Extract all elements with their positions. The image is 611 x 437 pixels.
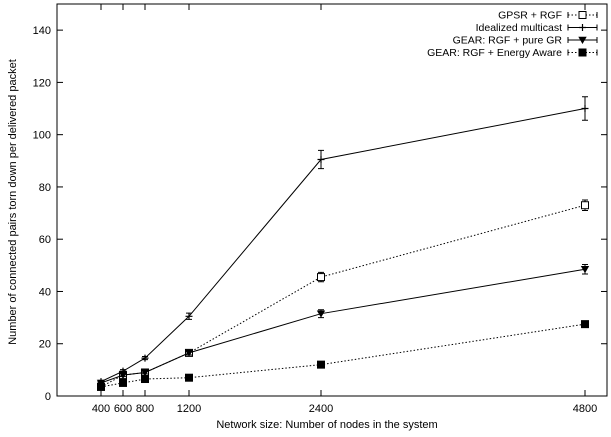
y-tick-label: 20 xyxy=(39,339,51,351)
data-point xyxy=(317,155,325,163)
y-tick-label: 80 xyxy=(39,182,51,194)
legend-errorbar-caps xyxy=(567,24,598,31)
data-point xyxy=(581,201,589,210)
y-tick-label: 60 xyxy=(39,234,51,246)
legend-errorbar-caps xyxy=(567,12,598,18)
data-point xyxy=(317,360,325,369)
series-line xyxy=(100,323,586,388)
data-point xyxy=(316,310,326,318)
y-tick-label: 120 xyxy=(33,77,51,89)
legend-marker xyxy=(578,36,587,44)
data-point xyxy=(185,312,193,320)
x-axis: 400 600 800 1200 2400 4800 xyxy=(92,4,597,415)
legend-errorbar-caps xyxy=(567,49,598,56)
x-tick-label: 600 xyxy=(114,403,132,415)
series-3 xyxy=(97,320,589,391)
x-tick-label: 800 xyxy=(136,403,154,415)
series-2 xyxy=(96,264,590,387)
legend-label: GEAR: RGF + pure GR xyxy=(453,35,563,47)
x-axis-title: Network size: Number of nodes in the sys… xyxy=(216,419,437,431)
data-point xyxy=(140,369,150,377)
series-0 xyxy=(97,199,589,391)
series-1 xyxy=(97,96,589,386)
data-point xyxy=(184,349,194,357)
legend-marker xyxy=(578,11,587,19)
y-axis: 0 20 40 60 80 100 120 140 xyxy=(33,25,607,403)
data-point xyxy=(185,373,193,382)
legend-marker xyxy=(579,24,586,31)
data-point xyxy=(580,266,590,274)
data-point xyxy=(97,382,105,391)
y-tick-label: 140 xyxy=(33,25,51,37)
x-tick-label: 2400 xyxy=(309,403,333,415)
legend-errorbar-caps xyxy=(567,37,598,43)
y-axis-title: Number of connected pairs torn down per … xyxy=(7,59,19,345)
x-tick-label: 4800 xyxy=(573,403,597,415)
legend-label: GEAR: RGF + Energy Aware xyxy=(427,47,562,59)
data-point xyxy=(141,375,149,384)
data-point xyxy=(581,105,589,113)
legend-entry: GPSR + RGF xyxy=(498,10,598,22)
y-tick-label: 100 xyxy=(33,130,51,142)
data-point xyxy=(141,354,149,362)
y-tick-label: 0 xyxy=(45,391,51,403)
legend-entry: GEAR: RGF + Energy Aware xyxy=(427,47,598,59)
plot-frame xyxy=(56,3,608,397)
legend-entry: Idealized multicast xyxy=(476,22,598,34)
legend-marker xyxy=(578,48,587,57)
x-tick-label: 400 xyxy=(92,403,110,415)
series-layer xyxy=(96,96,590,391)
plot-border xyxy=(56,3,608,397)
data-point xyxy=(581,320,589,329)
data-point xyxy=(118,371,128,380)
series-line xyxy=(100,108,586,383)
legend-entry: GEAR: RGF + pure GR xyxy=(453,35,598,47)
y-tick-label: 40 xyxy=(39,286,51,298)
data-point xyxy=(317,273,325,282)
x-tick-label: 1200 xyxy=(177,403,201,415)
legend-label: GPSR + RGF xyxy=(498,10,562,22)
series-line xyxy=(100,268,586,384)
legend-label: Idealized multicast xyxy=(476,22,562,34)
data-point xyxy=(119,378,127,387)
